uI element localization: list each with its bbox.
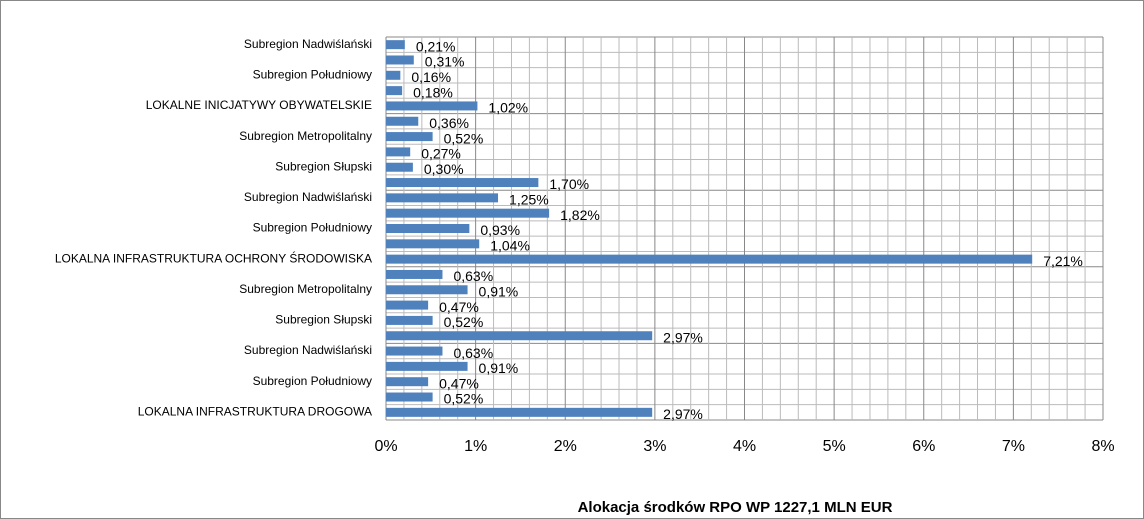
bar xyxy=(386,407,653,417)
bar xyxy=(386,224,470,233)
bar xyxy=(386,315,433,325)
data-label: 7,21% xyxy=(1043,253,1083,269)
bar xyxy=(386,239,480,249)
bar xyxy=(386,269,443,279)
data-label: 0,52% xyxy=(444,130,484,146)
bar xyxy=(386,285,468,295)
bar xyxy=(386,162,413,172)
data-label: 0,93% xyxy=(480,222,520,238)
bar xyxy=(386,147,411,157)
x-tick-label: 7% xyxy=(1002,438,1025,455)
y-tick-label: Subregion Południowy xyxy=(253,374,372,388)
y-tick-label: Subregion Nadwiślański xyxy=(244,343,372,357)
data-label: 0,36% xyxy=(429,115,469,131)
data-label: 2,97% xyxy=(663,329,703,345)
y-tick-label: Subregion Słupski xyxy=(275,159,372,173)
chart-title: Alokacja środków RPO WP 1227,1 MLN EUR xyxy=(578,499,893,516)
y-tick-label: LOKALNE INICJATYWY OBYWATELSKIE xyxy=(146,98,372,112)
data-label: 0,18% xyxy=(413,84,453,100)
data-label: 0,91% xyxy=(479,283,519,299)
y-tick-label: Subregion Nadwiślański xyxy=(244,190,372,204)
bar xyxy=(386,55,414,65)
bar xyxy=(386,101,478,111)
x-tick-label: 6% xyxy=(912,438,935,455)
y-tick-label: LOKALNA INFRASTRUKTURA OCHRONY ŚRODOWISK… xyxy=(55,250,372,265)
y-tick-label: Subregion Słupski xyxy=(275,313,372,327)
x-tick-label: 4% xyxy=(733,438,756,455)
bar xyxy=(386,300,429,310)
bar xyxy=(386,377,429,387)
data-label: 1,82% xyxy=(560,207,600,223)
data-label: 2,97% xyxy=(663,406,703,422)
data-label: 1,02% xyxy=(488,100,528,116)
x-tick-label: 2% xyxy=(554,438,577,455)
data-label: 0,27% xyxy=(421,146,461,162)
bar xyxy=(386,40,405,50)
y-tick-label: Subregion Południowy xyxy=(253,221,372,235)
x-tick-label: 0% xyxy=(374,438,397,455)
y-tick-label: Subregion Metropolitalny xyxy=(239,129,372,143)
bar xyxy=(386,361,468,371)
x-tick-label: 3% xyxy=(643,438,666,455)
bar xyxy=(386,254,1033,264)
data-label: 1,25% xyxy=(509,192,549,208)
bar xyxy=(386,208,550,218)
data-label: 0,47% xyxy=(439,375,479,391)
data-label: 0,63% xyxy=(453,268,493,284)
bar xyxy=(386,86,403,96)
bar xyxy=(386,392,433,402)
data-label: 0,31% xyxy=(425,54,465,70)
bar xyxy=(386,70,401,80)
data-label: 1,04% xyxy=(490,238,530,254)
y-tick-label: Subregion Metropolitalny xyxy=(239,282,372,296)
bar xyxy=(386,193,499,203)
data-label: 0,63% xyxy=(453,345,493,361)
bar xyxy=(386,132,433,142)
data-label: 1,70% xyxy=(549,176,589,192)
bar xyxy=(386,331,653,341)
data-label: 0,52% xyxy=(444,391,484,407)
y-tick-label: Subregion Nadwiślański xyxy=(244,37,372,51)
bar xyxy=(386,346,443,356)
data-label: 0,52% xyxy=(444,314,484,330)
x-tick-label: 8% xyxy=(1091,438,1114,455)
bar xyxy=(386,116,419,126)
data-label: 0,21% xyxy=(416,38,456,54)
data-label: 0,47% xyxy=(439,299,479,315)
y-tick-label: Subregion Południowy xyxy=(253,67,372,81)
data-label: 0,91% xyxy=(479,360,519,376)
data-label: 0,30% xyxy=(424,161,464,177)
x-tick-label: 5% xyxy=(823,438,846,455)
data-label: 0,16% xyxy=(411,69,451,85)
x-tick-label: 1% xyxy=(464,438,487,455)
bar xyxy=(386,178,539,188)
y-tick-label: LOKALNA INFRASTRUKTURA DROGOWA xyxy=(138,405,372,419)
